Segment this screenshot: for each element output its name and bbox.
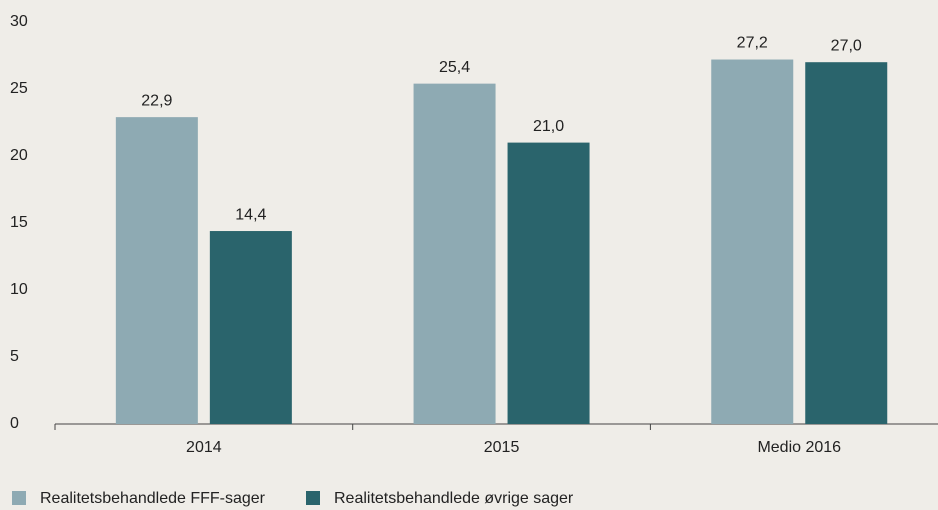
x-tick-label: 2014 bbox=[186, 439, 222, 456]
x-tick-label: Medio 2016 bbox=[757, 439, 841, 456]
legend-label: Realitetsbehandlede FFF-sager bbox=[40, 490, 266, 507]
y-tick-label: 20 bbox=[10, 147, 28, 164]
x-tick-label: 2015 bbox=[484, 439, 520, 456]
y-tick-label: 0 bbox=[10, 415, 19, 432]
value-label: 27,2 bbox=[737, 35, 768, 52]
value-label: 27,0 bbox=[831, 37, 862, 54]
y-tick-label: 25 bbox=[10, 80, 28, 97]
bar bbox=[413, 83, 496, 424]
bar bbox=[115, 117, 198, 424]
bar bbox=[805, 62, 888, 424]
value-label: 25,4 bbox=[439, 59, 470, 76]
y-tick-label: 15 bbox=[10, 214, 28, 231]
y-tick-label: 5 bbox=[10, 348, 19, 365]
bar bbox=[507, 142, 590, 424]
bar bbox=[209, 231, 292, 424]
y-tick-label: 10 bbox=[10, 281, 28, 298]
y-tick-label: 30 bbox=[10, 13, 28, 30]
legend-swatch bbox=[306, 491, 320, 505]
legend-swatch bbox=[12, 491, 26, 505]
legend-label: Realitetsbehandlede øvrige sager bbox=[334, 490, 574, 507]
value-label: 14,4 bbox=[235, 206, 266, 223]
value-label: 21,0 bbox=[533, 118, 564, 135]
bar bbox=[711, 59, 794, 425]
value-label: 22,9 bbox=[141, 92, 172, 109]
